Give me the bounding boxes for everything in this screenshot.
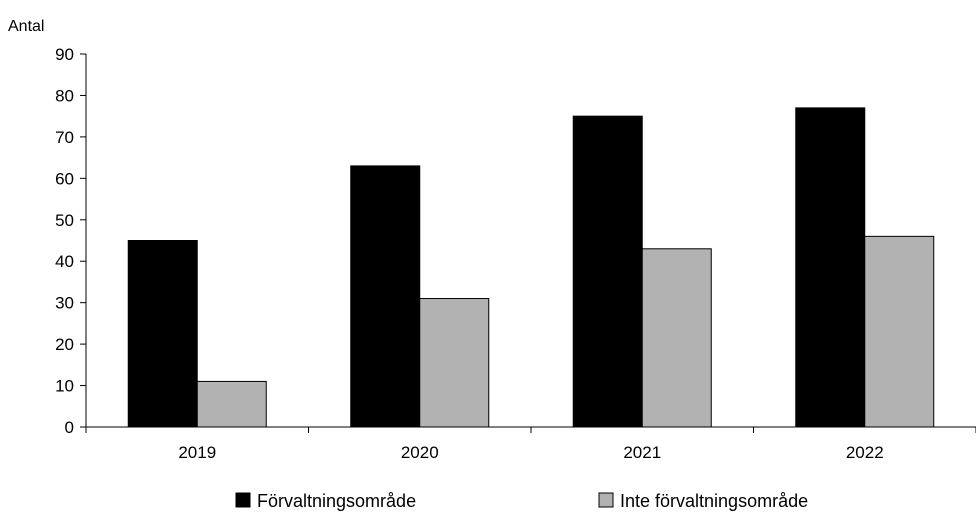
- y-tick-label: 90: [55, 45, 74, 64]
- bar-forvaltningsomrade-2021: [572, 115, 643, 428]
- y-tick-label: 60: [55, 169, 74, 188]
- legend: Förvaltningsområde Inte förvaltningsområd…: [235, 491, 808, 511]
- y-tick-label: 10: [55, 377, 74, 396]
- bar-inte-forvaltningsomrade-2019: [196, 380, 267, 428]
- x-tick-label: 2022: [846, 443, 884, 462]
- y-tick-label: 20: [55, 335, 74, 354]
- y-tick-label: 0: [65, 418, 74, 437]
- legend-swatch-1: [235, 492, 251, 508]
- bar-inte-forvaltningsomrade-2020: [419, 298, 490, 428]
- y-axis-title: Antal: [8, 18, 44, 35]
- y-tick-label: 80: [55, 86, 74, 105]
- x-tick-label: 2021: [623, 443, 661, 462]
- bar-inte-forvaltningsomrade-2022: [864, 235, 935, 428]
- legend-swatch-2: [598, 492, 614, 508]
- bar-inte-forvaltningsomrade-2021: [641, 248, 712, 428]
- y-tick-label: 30: [55, 294, 74, 313]
- legend-label-1: Förvaltningsområde: [257, 491, 416, 511]
- legend-label-2: Inte förvaltningsområde: [620, 491, 808, 511]
- bar-forvaltningsomrade-2020: [350, 165, 421, 428]
- bar-forvaltningsomrade-2019: [127, 240, 198, 428]
- y-tick-label: 70: [55, 128, 74, 147]
- x-tick-label: 2020: [401, 443, 439, 462]
- x-tick-label: 2019: [178, 443, 216, 462]
- y-tick-label: 50: [55, 211, 74, 230]
- plot-area: 0 10 20 30 40 50 60 70 80 90 2019 2020 2021 2022: [55, 45, 976, 462]
- bar-forvaltningsomrade-2022: [795, 107, 866, 428]
- y-tick-label: 40: [55, 252, 74, 271]
